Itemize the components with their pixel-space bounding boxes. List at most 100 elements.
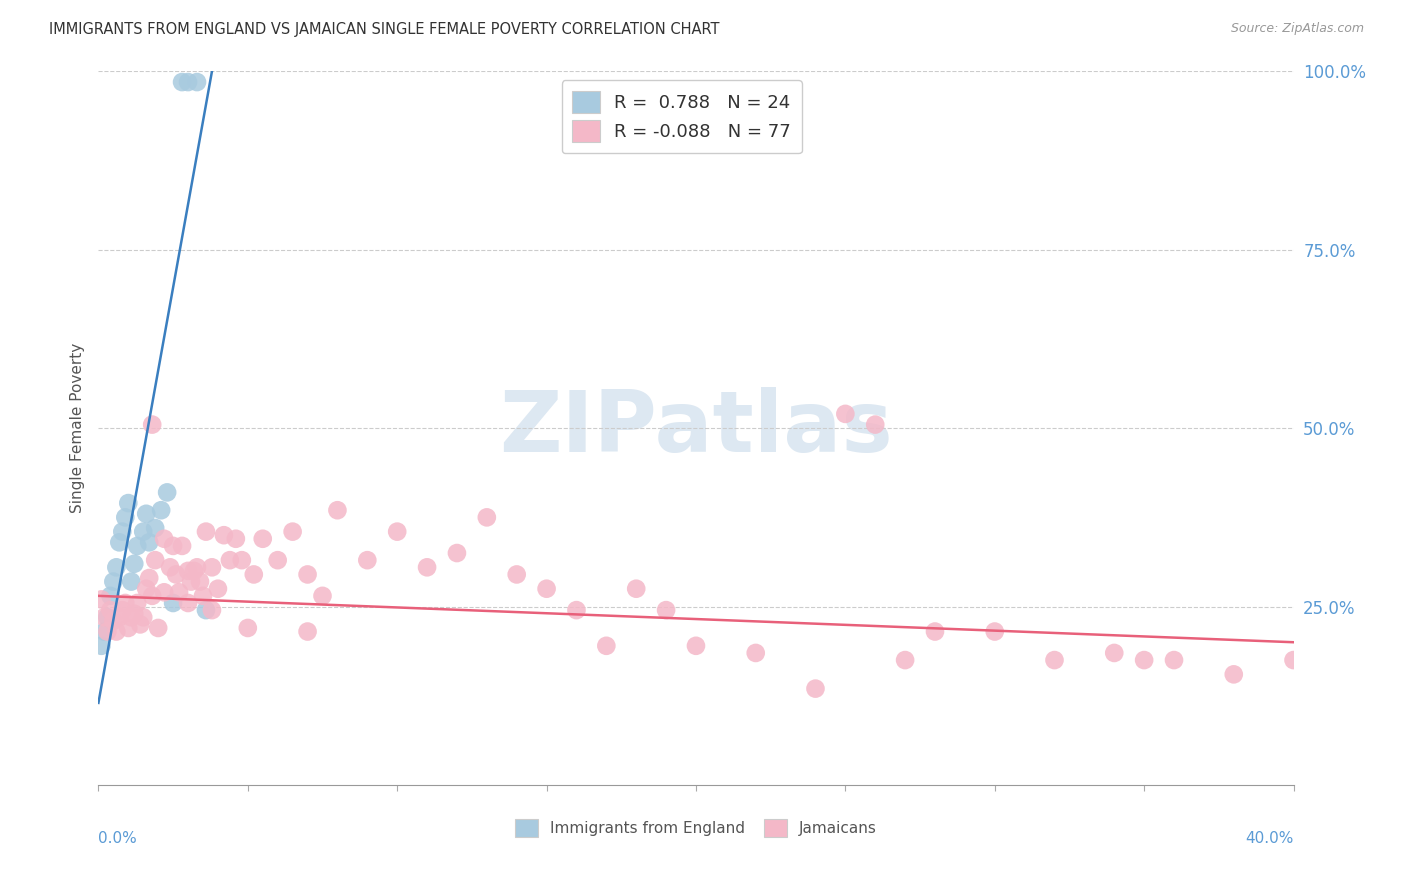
Point: [191, 589, 214, 603]
Point: [1163, 653, 1185, 667]
Point: [132, 610, 155, 624]
Point: [1104, 646, 1126, 660]
Point: [103, 574, 125, 589]
Point: [984, 624, 1007, 639]
Point: [655, 603, 678, 617]
Point: [159, 560, 181, 574]
Point: [172, 75, 194, 89]
Y-axis label: Single Female Poverty: Single Female Poverty: [69, 343, 84, 513]
Point: [124, 557, 146, 571]
Point: [108, 535, 131, 549]
Point: [150, 503, 173, 517]
Point: [124, 607, 146, 621]
Point: [281, 524, 304, 539]
Point: [252, 532, 274, 546]
Point: [356, 553, 378, 567]
Point: [156, 485, 179, 500]
Point: [804, 681, 827, 696]
Point: [183, 564, 205, 578]
Point: [103, 614, 125, 628]
Point: [177, 564, 200, 578]
Point: [105, 560, 128, 574]
Point: [162, 539, 184, 553]
Point: [120, 574, 142, 589]
Point: [1043, 653, 1066, 667]
Point: [201, 560, 224, 574]
Point: [141, 417, 163, 432]
Point: [894, 653, 917, 667]
Point: [201, 603, 224, 617]
Point: [326, 503, 349, 517]
Point: [506, 567, 529, 582]
Point: [188, 574, 211, 589]
Point: [595, 639, 617, 653]
Point: [117, 621, 139, 635]
Point: [536, 582, 558, 596]
Point: [745, 646, 768, 660]
Point: [153, 532, 176, 546]
Point: [225, 532, 247, 546]
Point: [385, 524, 409, 539]
Point: [1133, 653, 1156, 667]
Point: [446, 546, 468, 560]
Point: [108, 610, 131, 624]
Point: [138, 571, 160, 585]
Point: [93, 624, 115, 639]
Point: [267, 553, 290, 567]
Point: [141, 589, 163, 603]
Text: ZIPatlas: ZIPatlas: [499, 386, 893, 470]
Point: [243, 567, 266, 582]
Point: [90, 592, 112, 607]
Point: [111, 603, 134, 617]
Point: [1282, 653, 1305, 667]
Point: [186, 560, 208, 574]
Text: 40.0%: 40.0%: [1246, 831, 1294, 847]
Text: IMMIGRANTS FROM ENGLAND VS JAMAICAN SINGLE FEMALE POVERTY CORRELATION CHART: IMMIGRANTS FROM ENGLAND VS JAMAICAN SING…: [49, 22, 720, 37]
Point: [162, 596, 184, 610]
Point: [129, 617, 152, 632]
Point: [98, 589, 122, 603]
Point: [207, 582, 229, 596]
Point: [105, 624, 128, 639]
Point: [685, 639, 707, 653]
Point: [135, 582, 157, 596]
Point: [924, 624, 946, 639]
Point: [143, 521, 166, 535]
Point: [565, 603, 588, 617]
Point: [96, 610, 118, 624]
Point: [297, 567, 319, 582]
Point: [98, 603, 122, 617]
Point: [195, 524, 218, 539]
Point: [143, 553, 166, 567]
Point: [236, 621, 259, 635]
Point: [180, 574, 202, 589]
Legend: Immigrants from England, Jamaicans: Immigrants from England, Jamaicans: [508, 811, 884, 845]
Point: [219, 553, 242, 567]
Point: [172, 539, 194, 553]
Point: [127, 539, 149, 553]
Point: [311, 589, 333, 603]
Point: [416, 560, 439, 574]
Point: [626, 582, 648, 596]
Point: [117, 496, 139, 510]
Point: [135, 507, 157, 521]
Point: [297, 624, 319, 639]
Point: [148, 621, 170, 635]
Point: [111, 524, 134, 539]
Point: [195, 603, 218, 617]
Point: [132, 524, 155, 539]
Point: [186, 75, 208, 89]
Point: [127, 596, 149, 610]
Point: [90, 639, 112, 653]
Text: 0.0%: 0.0%: [98, 831, 138, 847]
Point: [153, 585, 176, 599]
Point: [96, 624, 118, 639]
Point: [475, 510, 498, 524]
Point: [834, 407, 856, 421]
Point: [114, 596, 136, 610]
Point: [138, 535, 160, 549]
Point: [120, 610, 142, 624]
Point: [177, 75, 200, 89]
Point: [231, 553, 253, 567]
Point: [212, 528, 235, 542]
